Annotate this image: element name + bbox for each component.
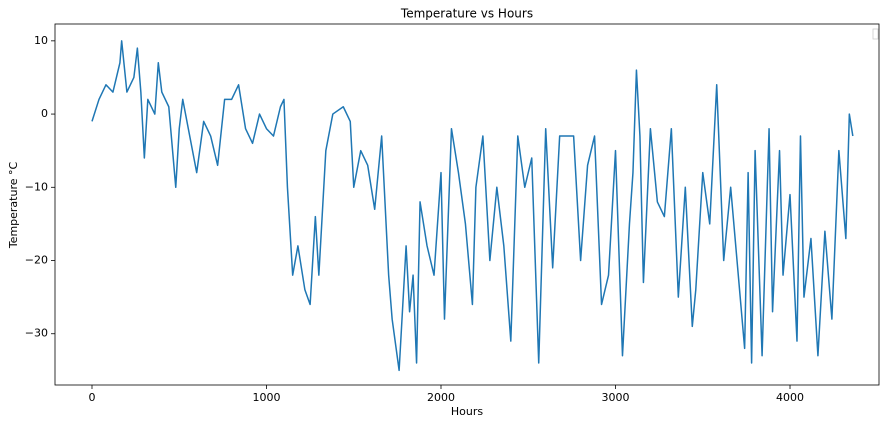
y-tick-label: −30: [25, 327, 48, 340]
y-tick-label: 0: [41, 107, 48, 120]
y-tick-label: −10: [25, 180, 48, 193]
chart-title: Temperature vs Hours: [400, 7, 533, 21]
y-tick-label: 10: [34, 34, 48, 47]
x-tick-label: 2000: [427, 391, 455, 404]
line: [91, 40, 854, 372]
x-tick-label: 1000: [252, 391, 280, 404]
plot-frame: [54, 23, 880, 386]
y-tick-label: −20: [25, 254, 48, 267]
x-tick-label: 3000: [602, 391, 630, 404]
x-axis-label: Hours: [451, 405, 483, 418]
y-axis-label: Temperature °C: [7, 162, 20, 250]
legend-box: [872, 28, 879, 40]
x-tick-label: 4000: [776, 391, 804, 404]
x-tick-label: 0: [88, 391, 95, 404]
